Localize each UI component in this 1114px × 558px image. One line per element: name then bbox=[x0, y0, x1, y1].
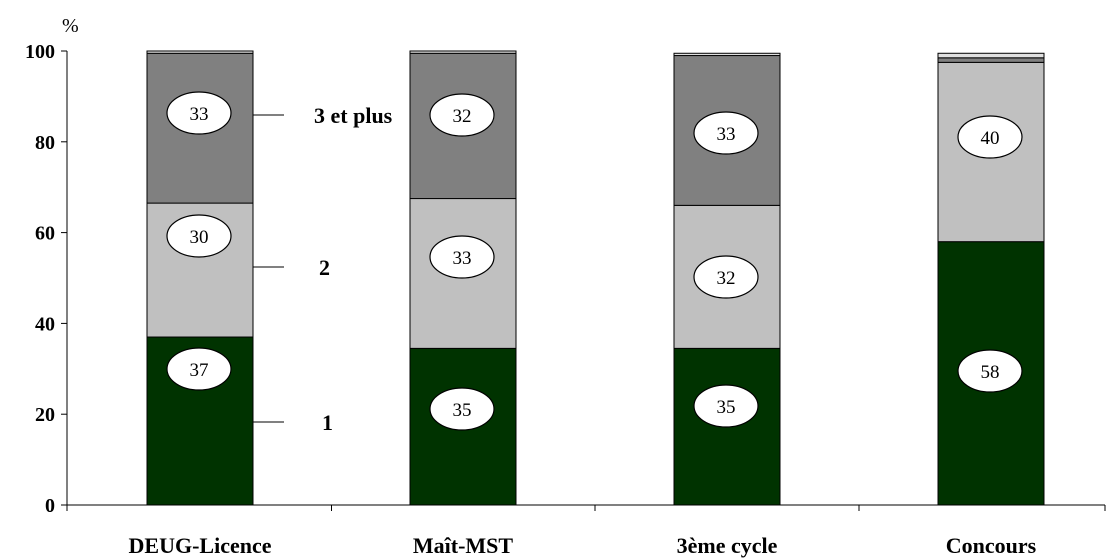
category-label: 3ème cycle bbox=[677, 533, 778, 558]
bar-segment bbox=[146, 50, 254, 54]
y-unit-label: % bbox=[62, 15, 79, 37]
data-label-bubble bbox=[429, 93, 495, 137]
bar-segment bbox=[673, 52, 781, 57]
series-label: 3 et plus bbox=[314, 103, 393, 128]
data-label-bubble bbox=[166, 214, 232, 258]
data-label-bubble bbox=[429, 387, 495, 431]
data-label-bubble bbox=[957, 349, 1023, 393]
data-label-bubble bbox=[957, 115, 1023, 159]
data-label-bubble bbox=[166, 91, 232, 135]
data-label-bubble bbox=[429, 235, 495, 279]
y-tick-label: 20 bbox=[35, 404, 55, 426]
data-label: 37 bbox=[190, 360, 209, 381]
data-label-bubble bbox=[693, 111, 759, 155]
data-label: 33 bbox=[717, 124, 736, 145]
category-label: DEUG-Licence bbox=[129, 533, 272, 558]
data-label: 33 bbox=[190, 104, 209, 125]
data-label: 40 bbox=[981, 128, 1000, 149]
bar-segment bbox=[937, 57, 1045, 63]
bars: 37 30 33 35 33 32 35 32 33 58 40 bbox=[146, 50, 1045, 506]
series-annotations: 1 2 3 et plus bbox=[253, 103, 393, 435]
data-label-bubble bbox=[693, 384, 759, 428]
y-tick-label: 40 bbox=[35, 313, 55, 335]
data-label: 32 bbox=[717, 268, 736, 289]
category-label: Maît-MST bbox=[413, 533, 514, 558]
y-tick-label: 80 bbox=[35, 132, 55, 154]
data-label: 32 bbox=[453, 106, 472, 127]
series-label: 2 bbox=[319, 255, 330, 280]
data-label: 35 bbox=[453, 400, 472, 421]
data-label: 35 bbox=[717, 397, 736, 418]
category-label: Concours bbox=[946, 533, 1037, 558]
data-label: 30 bbox=[190, 227, 209, 248]
data-label: 33 bbox=[453, 248, 472, 269]
data-label-bubble bbox=[166, 347, 232, 391]
y-tick-label: 60 bbox=[35, 223, 55, 245]
series-label: 1 bbox=[322, 410, 333, 435]
y-tick-label: 100 bbox=[25, 41, 55, 63]
axes: 0 20 40 60 80 100 DEUG-Licence Maît-MST 3ème cyc… bbox=[25, 41, 1106, 558]
data-label-bubble bbox=[693, 255, 759, 299]
data-label: 58 bbox=[981, 362, 1000, 383]
bar-segment bbox=[937, 52, 1045, 59]
bar-segment bbox=[409, 50, 517, 54]
y-tick-label: 0 bbox=[45, 495, 55, 517]
